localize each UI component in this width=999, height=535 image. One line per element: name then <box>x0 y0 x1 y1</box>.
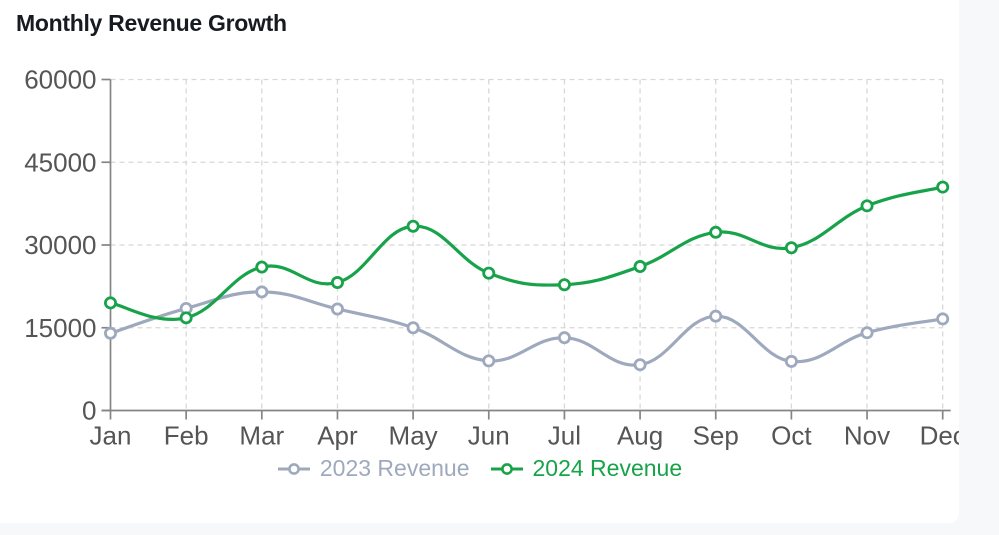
series-line-2024 <box>108 185 945 321</box>
series-line-2023 <box>108 290 945 367</box>
data-point-2023 <box>709 309 723 323</box>
x-tick-label: Jun <box>468 421 510 451</box>
y-tick-label: 45000 <box>24 147 96 177</box>
x-tick-label: Dec <box>920 421 959 451</box>
data-point-2023 <box>255 285 269 299</box>
data-point-2024 <box>179 311 193 325</box>
x-tick-label: May <box>389 421 438 451</box>
data-point-2024 <box>557 278 571 292</box>
y-tick-label: 60000 <box>24 65 96 95</box>
data-point-2024 <box>104 296 118 310</box>
x-tick-label: Jan <box>90 421 132 451</box>
data-point-2024 <box>330 276 344 290</box>
x-tick-label: Feb <box>164 421 209 451</box>
data-point-2024 <box>860 199 874 213</box>
data-point-2023 <box>482 354 496 368</box>
data-point-2023 <box>860 326 874 340</box>
data-point-2023 <box>406 321 420 335</box>
legend-item-2023[interactable]: 2023 Revenue <box>277 455 470 482</box>
x-tick-label: Jul <box>548 421 581 451</box>
x-tick-label: Nov <box>844 421 890 451</box>
data-point-2023 <box>936 312 950 326</box>
chart-card: Monthly Revenue Growth 0 15000 30000 45000 6… <box>0 10 959 482</box>
y-tick-label: 0 <box>82 396 96 426</box>
data-point-2024 <box>406 219 420 233</box>
y-tick-label: 30000 <box>24 230 96 260</box>
legend-label-2023: 2023 Revenue <box>319 455 470 481</box>
data-point-2024 <box>936 180 950 194</box>
x-tick-label: Oct <box>771 421 812 451</box>
x-tick-label: Apr <box>317 421 358 451</box>
data-point-2024 <box>709 225 723 239</box>
x-tick-label: Sep <box>693 421 739 451</box>
x-tick-label: Mar <box>239 421 284 451</box>
line-chart: 0 15000 30000 45000 60000 Jan Feb Mar Apr May Jun J… <box>24 65 959 451</box>
data-point-2023 <box>330 302 344 316</box>
data-point-2024 <box>482 266 496 280</box>
chart-legend: 2023 Revenue 2024 Revenue <box>0 455 959 482</box>
data-point-2023 <box>557 331 571 345</box>
legend-marker-2024-icon <box>490 462 523 475</box>
data-point-2024 <box>784 241 798 255</box>
legend-label-2024: 2024 Revenue <box>532 455 683 481</box>
legend-item-2024[interactable]: 2024 Revenue <box>490 455 683 482</box>
data-point-2024 <box>255 260 269 274</box>
x-tick-label: Aug <box>617 421 663 451</box>
data-point-2024 <box>633 260 647 274</box>
chart-title: Monthly Revenue Growth <box>16 10 287 36</box>
data-point-2023 <box>633 358 647 372</box>
legend-marker-2023-icon <box>277 462 310 475</box>
y-tick-label: 15000 <box>24 313 96 343</box>
data-point-2023 <box>784 354 798 368</box>
data-point-2023 <box>104 326 118 340</box>
